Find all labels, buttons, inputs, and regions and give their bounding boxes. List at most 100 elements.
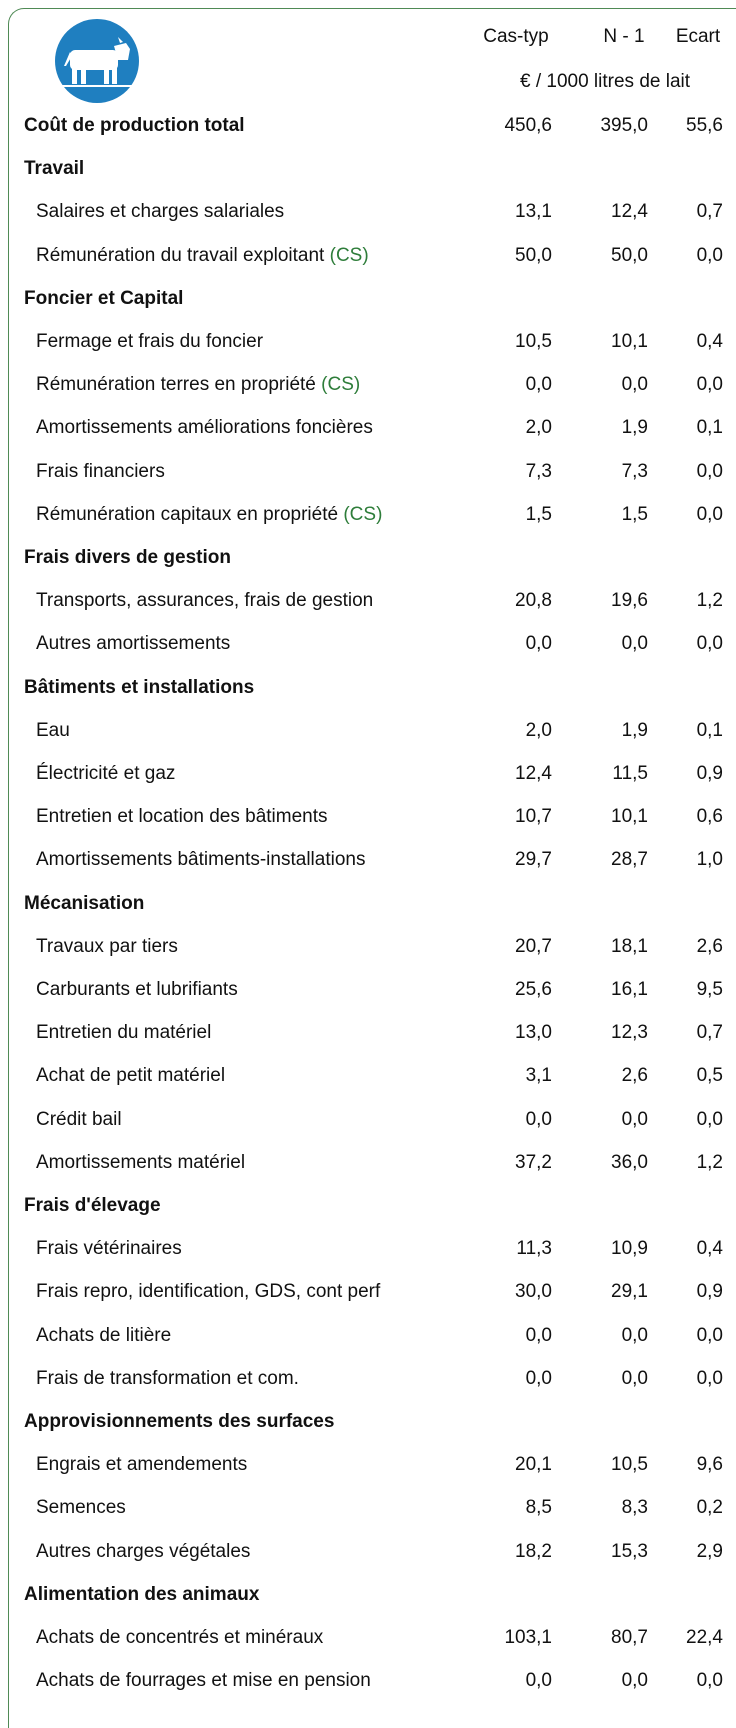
cell-value: 0,0: [696, 374, 723, 396]
cell-value: 13,1: [515, 201, 552, 223]
cell-value: 11,5: [612, 763, 648, 784]
cell-value: 50,0: [611, 244, 648, 266]
cell-value: 28,7: [611, 849, 648, 871]
cell-value: 2,0: [525, 417, 552, 439]
row-label: Amortissements matériel: [36, 1151, 246, 1173]
cell-value: 36,0: [611, 1151, 648, 1173]
cell-value: 0,5: [696, 1065, 723, 1087]
row-label: Rémunération capitaux en propriété (CS): [36, 503, 383, 525]
cell-value: 0,4: [696, 1238, 723, 1260]
row-label: Semences: [36, 1497, 126, 1519]
note: (CS): [329, 244, 369, 266]
row-label: Rémunération terres en propriété (CS): [36, 374, 361, 396]
cell-value: 22,4: [686, 1627, 723, 1648]
row-label: Frais financiers: [36, 460, 165, 482]
column-header: Ecart: [675, 26, 721, 47]
cell-value: 0,0: [621, 1670, 648, 1692]
section-title: Frais d'élevage: [24, 1195, 161, 1216]
cell-value: 0,0: [696, 1108, 723, 1130]
row-label: Amortissements bâtiments-installations: [36, 849, 366, 871]
cell-value: 19,6: [611, 590, 648, 612]
row-label: Frais vétérinaires: [36, 1238, 182, 1260]
row-label: Crédit bail: [36, 1108, 122, 1130]
cell-value: 1,5: [525, 503, 552, 525]
row-label: Achat de petit matériel: [36, 1065, 226, 1087]
cell-value: 0,0: [621, 1324, 648, 1346]
cell-value: 8,5: [525, 1497, 552, 1519]
cell-value: 10,1: [611, 331, 648, 352]
cell-value: 0,0: [621, 633, 648, 655]
cell-value: 20,1: [515, 1454, 552, 1476]
cell-value: 11,3: [516, 1238, 552, 1260]
column-header: Cas-typ: [483, 26, 549, 47]
row-label: Transports, assurances, frais de gestion: [36, 590, 374, 612]
cell-value: 0,7: [696, 201, 723, 223]
row-label: Frais repro, identification, GDS, cont p…: [36, 1281, 381, 1303]
cell-value: 10,9: [611, 1238, 648, 1260]
cell-value: 29,7: [515, 849, 552, 871]
cell-value: 0,1: [696, 417, 723, 439]
section-title: Alimentation des animaux: [24, 1583, 260, 1605]
cell-value: 1,2: [696, 1151, 723, 1173]
cell-value: 20,7: [515, 935, 552, 957]
row-label: Achats de concentrés et minéraux: [36, 1627, 324, 1648]
row-label: Entretien du matériel: [36, 1022, 212, 1044]
cell-value: 18,1: [611, 935, 648, 957]
cell-value: 1,0: [696, 849, 723, 871]
frame: [8, 8, 736, 1728]
cell-value: 450,6: [504, 115, 552, 136]
row-label: Rémunération du travail exploitant (CS): [36, 244, 369, 266]
unit: € / 1000 litres de lait: [519, 71, 691, 92]
cell-value: 9,6: [696, 1454, 723, 1476]
cell-value: 9,5: [696, 979, 723, 1000]
row-label: Autres charges végétales: [36, 1540, 251, 1562]
section-title: Foncier et Capital: [24, 287, 184, 309]
cell-value: 12,4: [611, 201, 648, 223]
cell-value: 1,9: [621, 417, 648, 439]
cell-value: 12,4: [515, 763, 552, 784]
note: (CS): [343, 503, 383, 525]
cell-value: 0,0: [621, 1108, 648, 1130]
section-title: Approvisionnements des surfaces: [24, 1411, 335, 1432]
cell-value: 0,1: [696, 719, 723, 741]
cell-value: 16,1: [611, 979, 648, 1000]
cell-value: 8,3: [621, 1497, 648, 1519]
cell-value: 2,6: [621, 1065, 648, 1087]
row-label: Autres amortissements: [36, 633, 231, 655]
note: (CS): [321, 374, 361, 396]
cell-value: 395,0: [600, 115, 648, 136]
cell-value: 0,0: [696, 244, 723, 266]
section-title: Mécanisation: [24, 892, 145, 914]
cell-value: 0,9: [696, 1281, 723, 1303]
cell-value: 2,6: [696, 935, 723, 957]
row-label: Amortissements améliorations foncières: [36, 417, 373, 439]
cell-value: 1,5: [621, 503, 648, 525]
cell-value: 15,3: [611, 1540, 648, 1562]
cell-value: 20,8: [515, 590, 552, 612]
cell-value: 25,6: [515, 979, 552, 1000]
cell-value: 55,6: [686, 115, 723, 136]
cell-value: 10,1: [611, 806, 648, 828]
cell-value: 0,0: [525, 1108, 552, 1130]
row-label: Salaires et charges salariales: [36, 201, 285, 223]
cell-value: 18,2: [515, 1540, 552, 1562]
cell-value: 0,4: [696, 331, 723, 352]
cell-value: 1,9: [621, 719, 648, 741]
cell-value: 0,0: [696, 460, 723, 482]
cell-value: 0,0: [696, 633, 723, 655]
column-header: N - 1: [603, 26, 645, 47]
cell-value: 0,0: [621, 374, 648, 396]
cell-value: 10,5: [611, 1454, 648, 1476]
cell-value: 0,0: [621, 1367, 648, 1389]
cow-icon: [55, 19, 139, 103]
cell-value: 0,2: [696, 1497, 723, 1519]
cell-value: 12,3: [611, 1022, 648, 1044]
cell-value: 50,0: [515, 244, 552, 266]
row-label: Achats de litière: [36, 1324, 172, 1346]
total-label: Coût de production total: [24, 115, 245, 136]
cell-value: 3,1: [525, 1065, 552, 1087]
row-label: Eau: [36, 719, 70, 741]
cell-value: 1,2: [696, 590, 723, 612]
cell-value: 10,5: [515, 331, 552, 352]
